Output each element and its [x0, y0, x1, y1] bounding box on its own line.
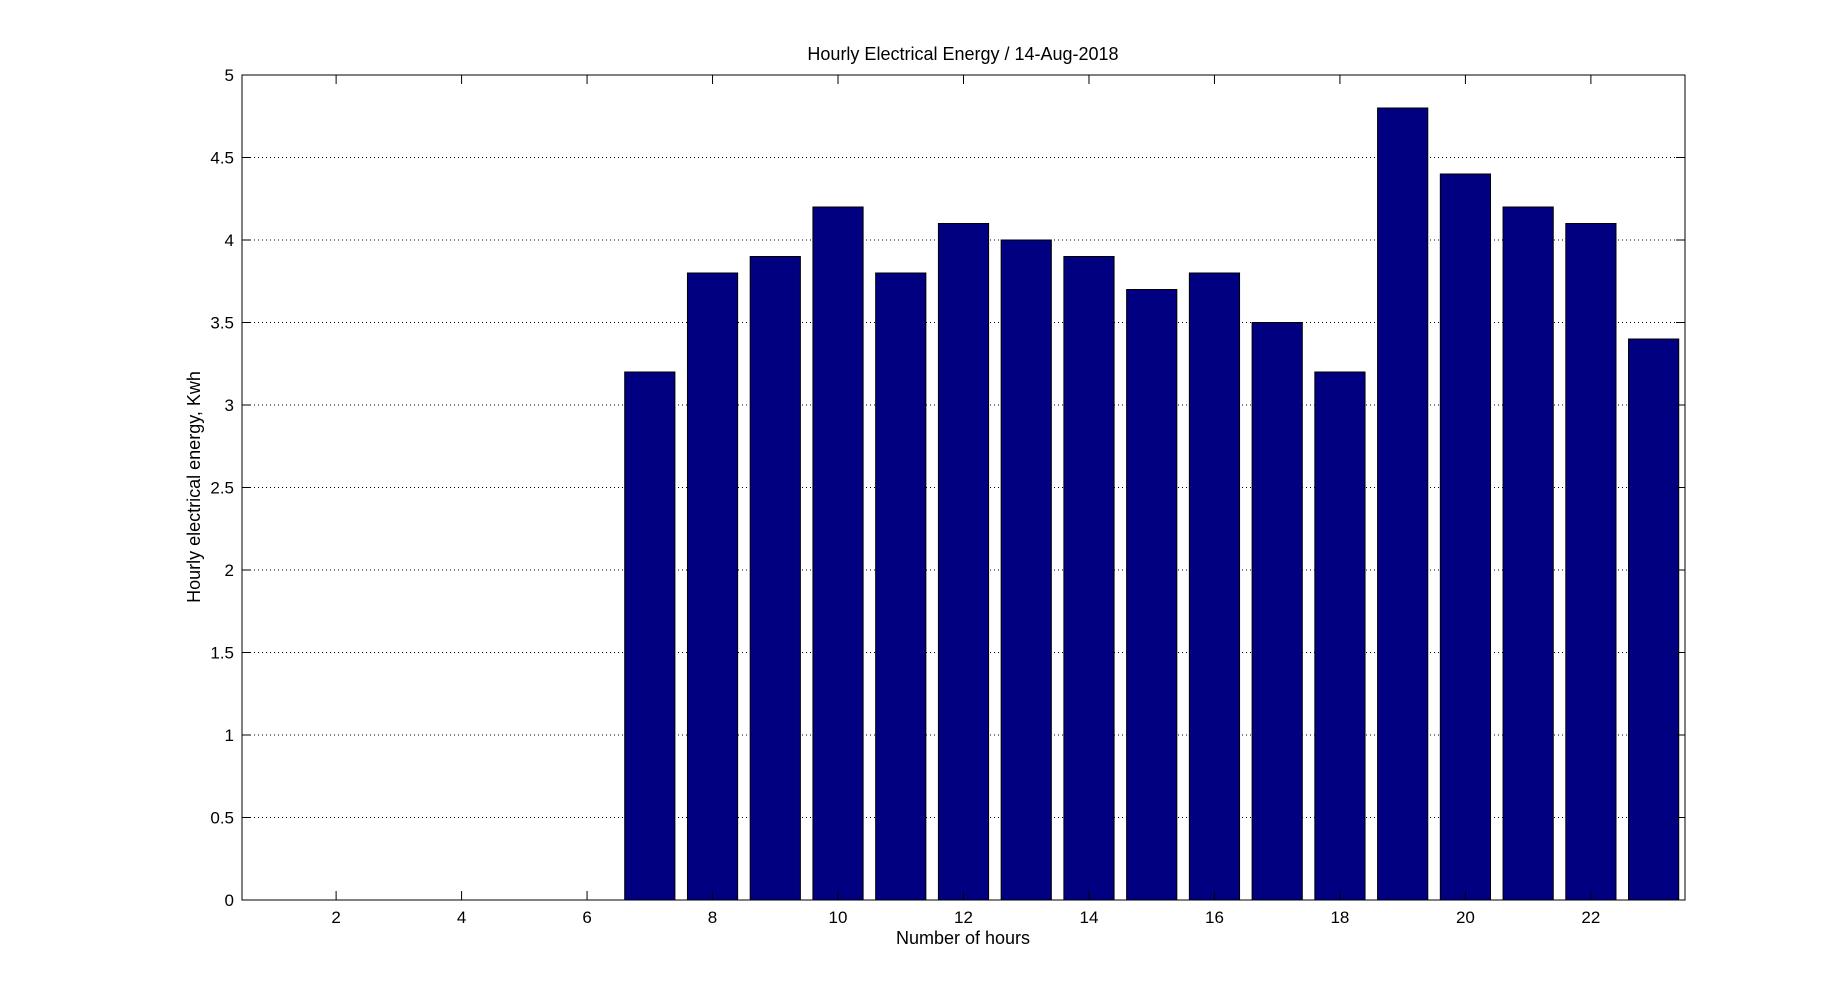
bar	[1502, 206, 1554, 901]
bar	[1251, 322, 1303, 901]
bar	[1126, 289, 1178, 901]
bar	[812, 206, 864, 901]
x-tick-label: 22	[1581, 908, 1600, 927]
y-tick-label: 0.5	[210, 809, 234, 828]
bar	[749, 256, 801, 901]
grid-lines	[242, 157, 1685, 818]
y-tick-label: 2	[225, 561, 234, 580]
bar	[686, 272, 739, 901]
x-tick-label: 16	[1205, 908, 1224, 927]
x-tick-label: 14	[1080, 908, 1099, 927]
y-tick-label: 1.5	[210, 644, 234, 663]
axis-ticks: 0 0.5 1 1.5 2 2.5 3 3.5 4 4.5 5 2 4 6 8 10 12 14 16 18 20 22	[210, 66, 1685, 927]
bar	[875, 272, 927, 901]
y-tick-label: 2.5	[210, 479, 234, 498]
y-tick-label: 5	[225, 66, 234, 85]
x-axis-label: Number of hours	[896, 928, 1030, 948]
bar	[1000, 239, 1052, 901]
y-tick-label: 1	[225, 726, 234, 745]
bar	[624, 371, 676, 901]
bar	[1439, 173, 1492, 901]
bar	[1188, 272, 1241, 901]
x-tick-label: 12	[954, 908, 973, 927]
bar	[1063, 256, 1115, 901]
bars	[624, 107, 1680, 901]
x-tick-label: 2	[331, 908, 340, 927]
bar	[1628, 338, 1680, 901]
bar	[1377, 107, 1429, 901]
y-tick-label: 3	[225, 396, 234, 415]
bar	[1565, 223, 1617, 901]
x-tick-label: 4	[457, 908, 466, 927]
x-tick-label: 18	[1330, 908, 1349, 927]
chart-title: Hourly Electrical Energy / 14-Aug-2018	[807, 44, 1118, 64]
bar	[937, 223, 990, 901]
x-tick-label: 10	[829, 908, 848, 927]
x-tick-label: 6	[582, 908, 591, 927]
y-axis-label: Hourly electrical energy, Kwh	[184, 371, 204, 603]
y-tick-label: 4	[225, 231, 234, 250]
x-tick-label: 8	[708, 908, 717, 927]
bar	[1314, 371, 1366, 901]
x-tick-label: 20	[1456, 908, 1475, 927]
y-tick-label: 4.5	[210, 149, 234, 168]
y-tick-label: 0	[225, 891, 234, 910]
y-tick-label: 3.5	[210, 314, 234, 333]
